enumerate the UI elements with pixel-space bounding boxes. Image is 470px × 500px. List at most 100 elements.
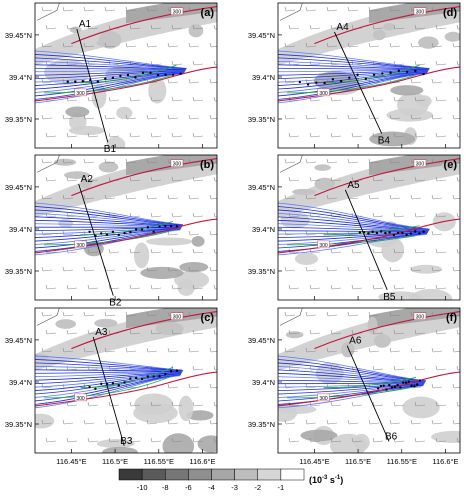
parcel-dots <box>376 379 422 391</box>
panel-e: 300 300 (e) A5 B5 39.45°N 39.4°N 39.35°N <box>248 154 461 303</box>
y-tick-label: 39.35°N <box>5 420 32 429</box>
section-end-label: B3 <box>120 436 133 447</box>
parcel-dots <box>88 224 179 238</box>
y-tick-label: 39.4°N <box>9 73 32 82</box>
section-start-label: A4 <box>336 22 349 33</box>
y-tick-label: 39.4°N <box>252 225 275 234</box>
panel-frame <box>277 307 461 454</box>
contour-label: 300 <box>76 396 85 402</box>
y-tick-label: 39.45°N <box>248 183 275 192</box>
x-tick-label: 116.6°E <box>432 457 458 466</box>
panel-b: 300 300 (b) A2 B2 39.45°N 39.4°N 39.35°N <box>5 154 218 309</box>
contour-label: 300 <box>319 396 328 402</box>
panel-label: (c) <box>201 312 215 324</box>
section-end-label: B4 <box>378 136 391 147</box>
parcel-dots <box>66 71 182 83</box>
panel-frame <box>34 154 218 301</box>
colorbar-cell <box>165 468 189 481</box>
y-tick-label: 39.35°N <box>248 115 275 124</box>
colorbar-tick-label: -2 <box>254 483 261 492</box>
contour-label: 300 <box>173 315 182 321</box>
colorbar-cells <box>118 468 305 481</box>
panel-f: 300 300 (f) A6 B6 39.45°N 39.4°N 39.35°N 116.45°… <box>248 307 461 466</box>
y-tick-label: 39.4°N <box>252 73 275 82</box>
cross-section-line <box>344 189 388 291</box>
colorbar-cell <box>257 468 282 481</box>
section-start-label: A2 <box>81 174 94 185</box>
panel-label: (e) <box>444 159 458 171</box>
colorbar-cell <box>234 468 258 481</box>
panel-frame <box>34 307 218 454</box>
trajectories <box>35 355 183 409</box>
x-tick-label: 116.55°E <box>144 457 174 466</box>
cross-section-line <box>76 28 109 143</box>
x-tick-label: 116.45°E <box>299 457 329 466</box>
y-tick-label: 39.45°N <box>5 336 32 345</box>
panel-label: (d) <box>443 7 457 19</box>
contour-label: 300 <box>76 91 85 97</box>
trajectories <box>278 355 426 409</box>
x-tick-label: 116.6°E <box>189 457 215 466</box>
y-tick-label: 39.35°N <box>5 115 32 124</box>
colorbar-cell <box>141 468 166 481</box>
colorbar-tick-label: -1 <box>278 483 285 492</box>
colorbar-tick-label: -3 <box>231 483 238 492</box>
x-tick-label: 116.5°E <box>345 457 371 466</box>
panel-d: 300 300 (d) A4 B4 39.45°N 39.4°N 39.35°N <box>248 2 461 149</box>
cross-section-line <box>78 183 114 296</box>
cross-section-line <box>334 31 383 134</box>
section-start-label: A6 <box>349 336 362 347</box>
contour-label: 300 <box>319 243 328 249</box>
contour-label: 300 <box>319 91 328 97</box>
cross-section-line <box>92 336 125 446</box>
colorbar-cell <box>211 468 235 481</box>
shading <box>278 308 460 453</box>
parcel-dots <box>298 69 425 86</box>
contour-label: 300 <box>416 162 425 168</box>
shading <box>35 308 217 453</box>
panel-label: (a) <box>201 7 215 19</box>
parcel-dots <box>358 230 425 237</box>
contour-label: 300 <box>173 10 182 16</box>
contour-label: 300 <box>173 162 182 168</box>
colorbar-cell <box>188 468 212 481</box>
contour-label: 300 <box>416 10 425 16</box>
trajectories <box>278 50 430 104</box>
section-end-label: B6 <box>385 431 398 442</box>
colorbar-cell <box>280 468 305 481</box>
panel-label: (b) <box>200 159 214 171</box>
y-tick-label: 39.35°N <box>248 420 275 429</box>
y-tick-label: 39.45°N <box>248 31 275 40</box>
colorbar-tick-label: -10 <box>137 483 148 492</box>
y-tick-label: 39.4°N <box>9 378 32 387</box>
section-end-label: B1 <box>104 144 117 155</box>
trajectories <box>35 50 187 104</box>
panel-frame <box>277 154 461 301</box>
colorbar-ticks: -10 -8 -6 -4 -3 -2 -1 <box>137 483 285 492</box>
y-tick-label: 39.45°N <box>5 31 32 40</box>
y-tick-label: 39.4°N <box>252 378 275 387</box>
panel-frame <box>34 2 218 149</box>
contour-label: 300 <box>76 243 85 249</box>
panels-group: 300 300 (a) A1 B1 39.45°N 39.4°N 39.35°N 300 300 (… <box>5 2 461 466</box>
y-tick-label: 39.45°N <box>248 336 275 345</box>
colorbar-tick-label: -4 <box>208 483 215 492</box>
panel-frame <box>277 2 461 149</box>
colorbar-cell <box>118 468 143 481</box>
panel-c: 300 300 (c) A3 B3 39.45°N 39.4°N 39.35°N 116.45°… <box>5 307 218 466</box>
x-tick-label: 116.45°E <box>56 457 86 466</box>
y-tick-label: 39.35°N <box>248 267 275 276</box>
colorbar-tick-label: -8 <box>162 483 169 492</box>
section-start-label: A1 <box>79 19 92 30</box>
y-tick-label: 39.45°N <box>5 183 32 192</box>
section-end-label: B2 <box>109 298 122 309</box>
shading <box>35 155 217 296</box>
y-tick-label: 39.35°N <box>5 267 32 276</box>
colorbar-unit: (10-3 s-1) <box>309 475 343 485</box>
wind-barbs <box>41 311 217 443</box>
y-tick-label: 39.4°N <box>9 225 32 234</box>
section-start-label: A5 <box>347 180 360 191</box>
cross-section-line <box>346 345 390 442</box>
x-tick-label: 116.5°E <box>102 457 128 466</box>
